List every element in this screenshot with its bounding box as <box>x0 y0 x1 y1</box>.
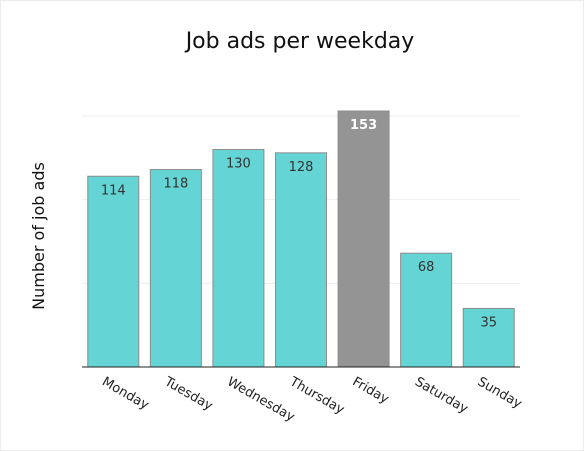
x-tick-sunday: Sunday <box>475 374 525 411</box>
x-tick-wednesday: Wednesday <box>224 374 297 425</box>
x-tick-friday: Friday <box>350 374 392 407</box>
data-label-saturday: 68 <box>418 260 435 275</box>
data-label-tuesday: 118 <box>163 177 188 192</box>
data-label-thursday: 128 <box>289 160 314 175</box>
bar-friday <box>337 110 390 368</box>
x-tick-monday: Monday <box>99 374 151 413</box>
data-label-monday: 114 <box>101 183 126 198</box>
x-tick-tuesday: Tuesday <box>161 374 215 414</box>
bar-tuesday <box>149 169 202 368</box>
bars <box>87 110 515 368</box>
bar-wednesday <box>212 148 265 368</box>
bar-monday <box>87 175 140 368</box>
x-tick-saturday: Saturday <box>412 374 470 416</box>
bar-thursday <box>275 152 327 368</box>
data-label-sunday: 35 <box>480 315 497 330</box>
data-labels: 114 118 130 128 153 68 35 <box>101 118 497 330</box>
y-axis-label: Number of job ads <box>29 162 48 310</box>
chart-title: Job ads per weekday <box>184 29 415 54</box>
bar-saturday <box>400 252 453 368</box>
bar-sunday <box>462 307 515 368</box>
data-label-friday: 153 <box>350 118 377 133</box>
data-label-wednesday: 130 <box>226 156 251 171</box>
